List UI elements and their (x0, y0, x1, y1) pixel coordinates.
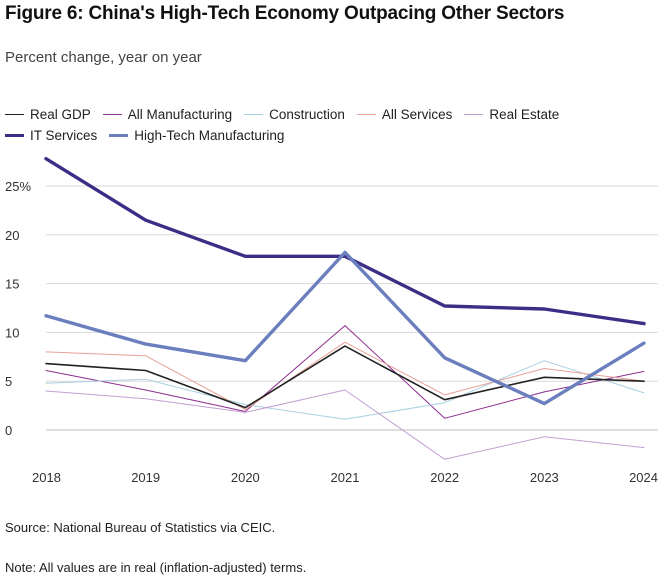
series-line-real-estate (45, 389, 645, 460)
legend-label: Real GDP (30, 107, 91, 122)
x-tick-label: 2021 (331, 470, 360, 485)
legend-label: IT Services (30, 128, 98, 143)
legend-label: Construction (269, 107, 345, 122)
x-tick-label: 2020 (231, 470, 260, 485)
x-tick-label: 2023 (530, 470, 559, 485)
series-line-construction (45, 360, 645, 420)
line-chart: 0 5 10 15 20 25% 2018 2019 2020 2021 2022 2023 2024 (5, 156, 658, 485)
legend-item: Construction (244, 104, 345, 125)
legend-item: Real GDP (5, 104, 91, 125)
legend-item: All Services (356, 104, 453, 125)
legend-swatch (5, 113, 24, 115)
y-tick-label: 10 (5, 325, 19, 340)
chart-title: Figure 6: China's High-Tech Economy Outp… (5, 3, 565, 24)
chart-subtitle: Percent change, year on year (5, 49, 202, 66)
series-line-it-services (44, 156, 646, 326)
footnote: Note: All values are in real (inflation-… (5, 560, 307, 575)
legend-swatch (109, 133, 129, 137)
legend-item: High-Tech Manufacturing (109, 125, 284, 146)
legend-swatch (464, 113, 484, 115)
series-line-high-tech-manufacturing (44, 250, 646, 406)
legend-swatch (102, 113, 122, 115)
legend-item: Real Estate (464, 104, 559, 125)
source-note: Source: National Bureau of Statistics vi… (5, 520, 276, 535)
x-tick-label: 2024 (629, 470, 658, 485)
y-tick-label: 20 (5, 228, 19, 243)
legend-swatch (356, 113, 376, 115)
legend-label: Real Estate (489, 107, 560, 122)
x-tick-label: 2019 (131, 470, 160, 485)
y-tick-label: 15 (5, 277, 19, 292)
y-tick-label: 5 (5, 374, 12, 389)
series-line-all-manufacturing (45, 325, 645, 419)
y-tick-label: 25% (5, 179, 31, 194)
x-tick-label: 2018 (32, 470, 61, 485)
legend-label: High-Tech Manufacturing (134, 128, 285, 143)
legend-swatch (244, 113, 264, 115)
legend-item: All Manufacturing (102, 104, 233, 125)
y-tick-label: 0 (5, 423, 12, 438)
legend-label: All Services (381, 107, 453, 122)
chart-legend: Real GDP All Manufacturing Construction All… (5, 104, 645, 146)
legend-item: IT Services (5, 125, 97, 146)
x-tick-label: 2022 (430, 470, 459, 485)
series-line-all-services (45, 341, 645, 410)
legend-swatch (5, 133, 24, 137)
legend-label: All Manufacturing (127, 107, 233, 122)
series-line-real-gdp (45, 345, 645, 409)
